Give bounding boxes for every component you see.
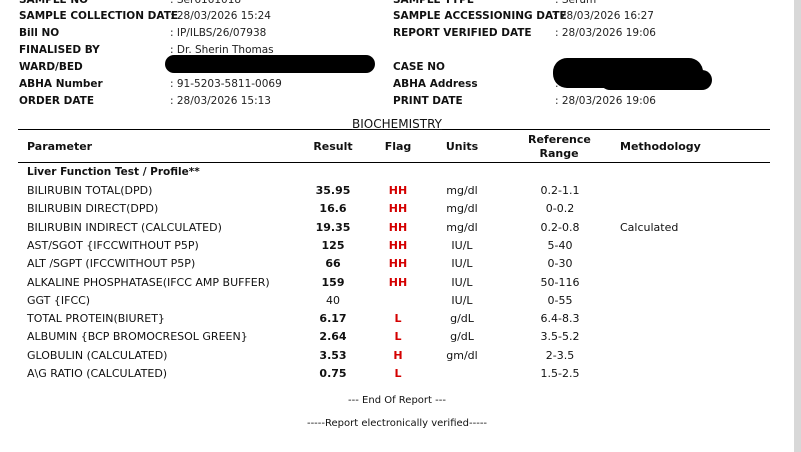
field-value: : IP/ILBS/26/07938: [170, 27, 267, 39]
result: 125: [321, 238, 345, 252]
field-label: SAMPLE COLLECTION DATE: [19, 10, 179, 22]
parameter: ALKALINE PHOSPHATASE(IFCC AMP BUFFER): [27, 275, 270, 289]
result: 3.53: [319, 348, 347, 362]
field-label: SAMPLE NO: [19, 0, 89, 6]
footer-note: --- End Of Report ---: [348, 395, 446, 406]
units: IU/L: [451, 257, 473, 271]
reference-range: 0-0.2: [545, 202, 575, 216]
field-value: : 28/03/2026 19:06: [555, 95, 656, 107]
field-label: SAMPLE ACCESSIONING DATE: [393, 10, 567, 22]
units: IU/L: [451, 275, 473, 289]
parameter: GGT {IFCC): [27, 293, 91, 307]
section-title: BIOCHEMISTRY: [352, 117, 442, 131]
units: mg/dl: [446, 184, 478, 197]
field-label: ABHA Number: [19, 78, 103, 90]
field-label: ABHA Address: [393, 78, 478, 90]
methodology: Calculated: [620, 220, 679, 234]
field-label: Bill NO: [19, 27, 60, 39]
field-label: WARD/BED: [19, 61, 83, 73]
column-header: Reference Range: [528, 133, 591, 160]
parameter: ALT /SGPT (IFCCWITHOUT P5P): [27, 257, 196, 271]
field-label: CASE NO: [393, 61, 445, 73]
parameter: BILIRUBIN TOTAL(DPD): [27, 184, 153, 197]
result: 2.64: [319, 330, 347, 344]
flag: HH: [388, 184, 408, 197]
reference-range: 0.2-0.8: [540, 220, 580, 234]
field-label: REPORT VERIFIED DATE: [393, 27, 532, 39]
units: mg/dl: [446, 202, 478, 216]
field-label: FINALISED BY: [19, 44, 100, 56]
redaction: [165, 55, 375, 73]
flag: L: [394, 367, 402, 380]
reference-range: 3.5-5.2: [540, 330, 580, 344]
result: 40: [326, 293, 340, 307]
parameter: GLOBULIN (CALCULATED): [27, 348, 168, 362]
flag: HH: [388, 257, 408, 271]
redaction: [600, 70, 712, 90]
column-header: Units: [445, 140, 479, 153]
units: g/dL: [450, 330, 474, 344]
field-value: : 28/03/2026 15:13: [170, 95, 271, 107]
column-header: Methodology: [620, 140, 701, 153]
header-rule: [18, 162, 770, 163]
column-header: Result: [313, 140, 353, 153]
result: 35.95: [315, 184, 351, 197]
reference-range: 0.2-1.1: [540, 184, 580, 197]
flag: HH: [388, 202, 408, 216]
parameter: BILIRUBIN DIRECT(DPD): [27, 202, 159, 216]
field-value: : Ser6161018: [170, 0, 242, 6]
result: 6.17: [319, 312, 347, 326]
reference-range: 5-40: [547, 238, 573, 252]
reference-range: 6.4-8.3: [540, 312, 580, 326]
section-rule: [18, 129, 770, 130]
parameter: TOTAL PROTEIN(BIURET}: [27, 312, 165, 326]
field-value: : 28/03/2026 19:06: [555, 27, 656, 39]
reference-range: 1.5-2.5: [540, 367, 580, 380]
field-label: PRINT DATE: [393, 95, 463, 107]
group-title: Liver Function Test / Profile**: [27, 166, 200, 178]
result: 66: [325, 257, 341, 271]
field-value: : 91-5203-5811-0069: [170, 78, 282, 90]
flag: HH: [388, 275, 408, 289]
field-value: : 28/03/2026 16:27: [553, 10, 654, 22]
field-label: SAMPLE TYPE: [393, 0, 474, 6]
field-value: : 28/03/2026 15:24: [170, 10, 271, 22]
result: 16.6: [319, 202, 347, 216]
edge-strip: [794, 0, 801, 452]
footer-note: -----Report electronically verified-----: [306, 418, 488, 429]
result: 159: [321, 275, 345, 289]
column-header: Parameter: [27, 140, 93, 153]
parameter: BILIRUBIN INDIRECT (CALCULATED): [27, 220, 222, 234]
flag: H: [393, 348, 403, 362]
field-value: : Dr. Sherin Thomas: [170, 44, 274, 56]
reference-range: 0-30: [547, 257, 573, 271]
units: mg/dl: [446, 220, 478, 234]
parameter: A\G RATIO (CALCULATED): [27, 367, 168, 380]
flag: HH: [388, 238, 408, 252]
units: IU/L: [451, 238, 473, 252]
result: 0.75: [319, 367, 347, 380]
parameter: ALBUMIN {BCP BROMOCRESOL GREEN}: [27, 330, 248, 344]
units: IU/L: [451, 293, 473, 307]
column-header: Flag: [384, 140, 412, 153]
flag: HH: [388, 220, 408, 234]
result: 19.35: [315, 220, 351, 234]
reference-range: 50-116: [540, 275, 580, 289]
reference-range: 2-3.5: [545, 348, 575, 362]
units: gm/dl: [446, 348, 478, 362]
flag: L: [394, 312, 402, 326]
parameter: AST/SGOT {IFCCWITHOUT P5P): [27, 238, 199, 252]
units: g/dL: [450, 312, 474, 326]
field-label: ORDER DATE: [19, 95, 95, 107]
field-value: : Serum: [555, 0, 597, 6]
reference-range: 0-55: [547, 293, 573, 307]
flag: L: [394, 330, 402, 344]
